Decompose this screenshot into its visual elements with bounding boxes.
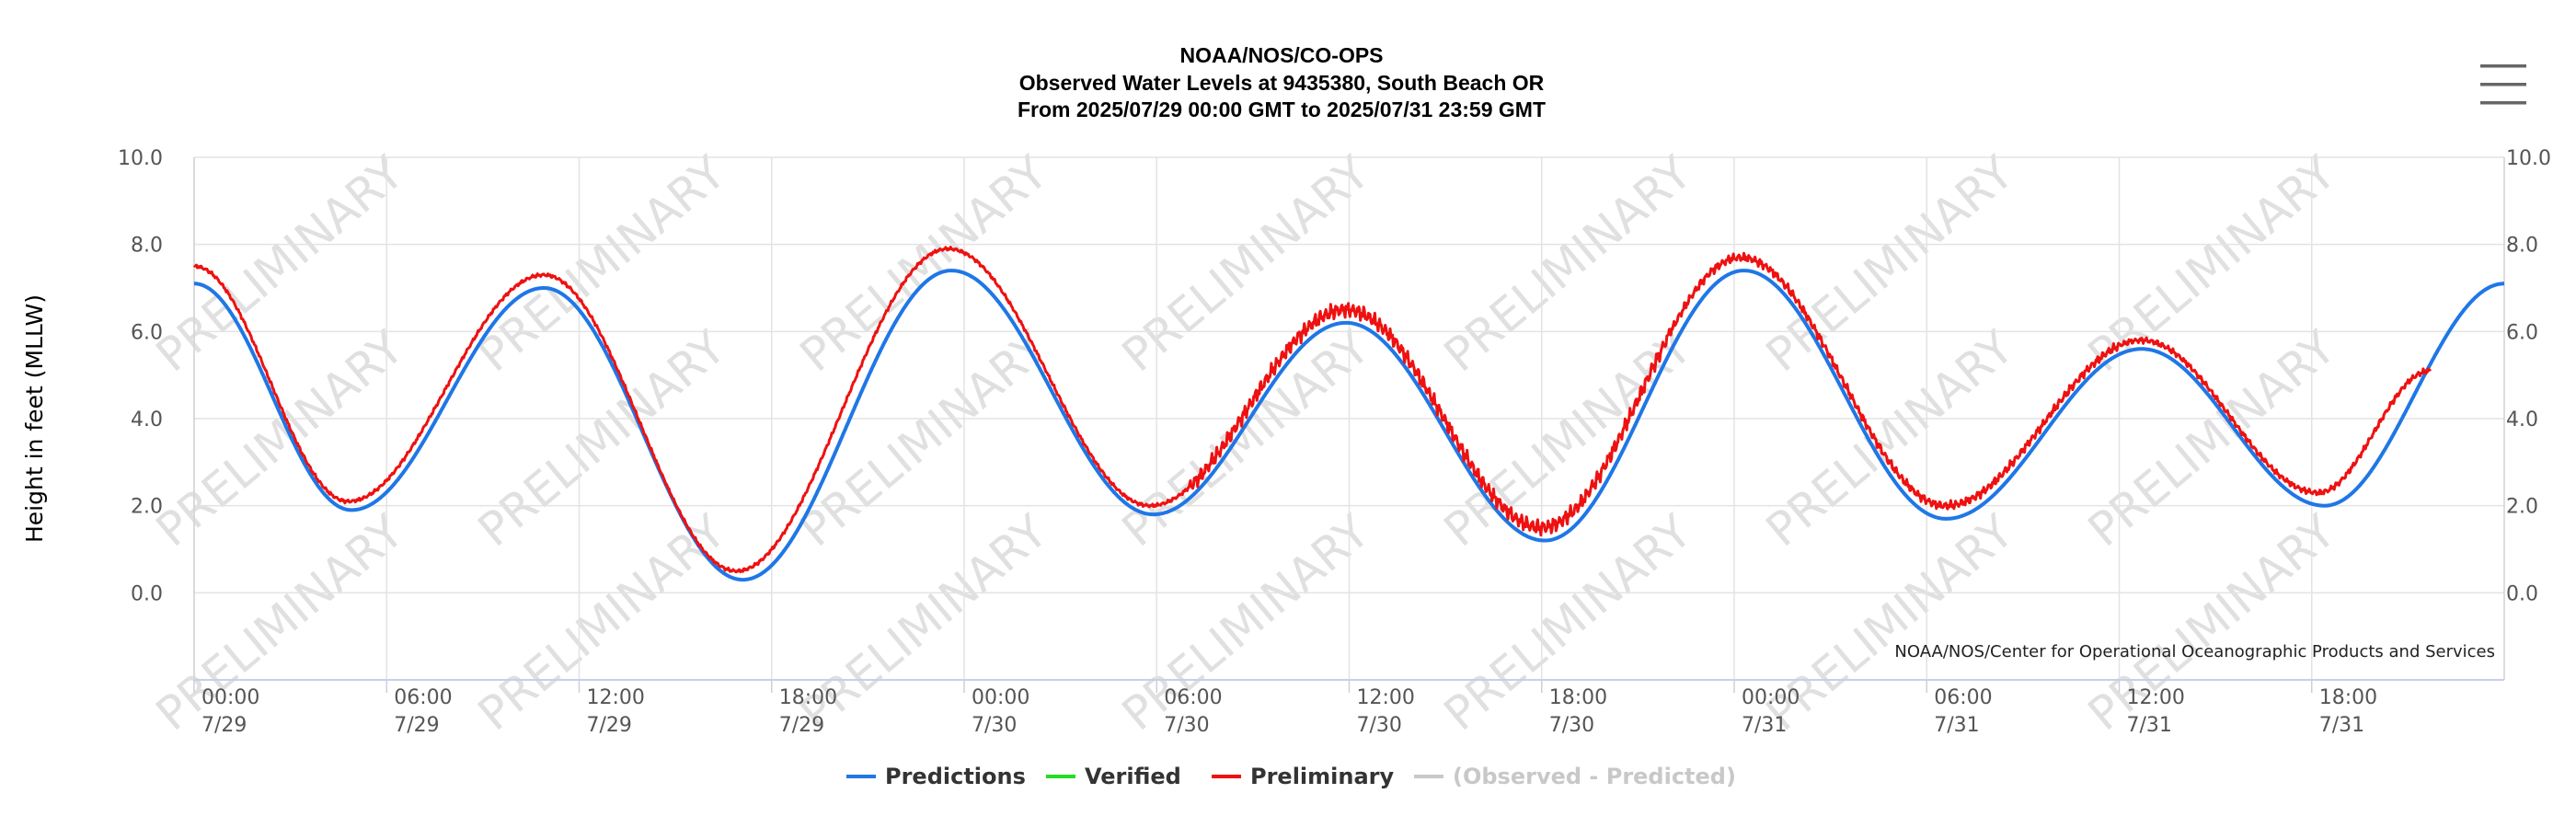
legend-label: Preliminary bbox=[1250, 764, 1395, 789]
x-tick-date-label: 7/29 bbox=[779, 714, 824, 737]
x-tick-date-label: 7/30 bbox=[1164, 714, 1209, 737]
chart-axes: 10.0 10.0 8.0 8.0 6.0 6.0 4.0 4.0 2.0 2.0 0.0 0.0 00… bbox=[118, 147, 2551, 737]
chart-legend: Predictions Verified Preliminary (Observed … bbox=[846, 764, 1736, 789]
y-tick-label-right: 4.0 bbox=[2506, 408, 2538, 431]
series-layer bbox=[192, 246, 2506, 582]
legend-item-preliminary[interactable]: Preliminary bbox=[1212, 764, 1395, 789]
y-tick-label-left: 0.0 bbox=[131, 582, 163, 605]
y-tick-label-right: 0.0 bbox=[2506, 582, 2538, 605]
legend-item-observed-predicted[interactable]: (Observed - Predicted) bbox=[1414, 764, 1736, 789]
y-tick-label-left: 4.0 bbox=[131, 408, 163, 431]
x-tick-time-label: 06:00 bbox=[1934, 686, 1992, 709]
legend-label: (Observed - Predicted) bbox=[1453, 764, 1736, 789]
x-tick-date-label: 7/29 bbox=[394, 714, 439, 737]
chart-title: NOAA/NOS/CO-OPS bbox=[1179, 43, 1383, 67]
y-tick-label-right: 2.0 bbox=[2506, 496, 2538, 519]
x-tick-time-label: 00:00 bbox=[1742, 686, 1800, 709]
x-tick-date-label: 7/31 bbox=[2127, 714, 2172, 737]
credit-text: NOAA/NOS/Center for Operational Oceanogr… bbox=[1894, 642, 2495, 661]
x-tick-time-label: 18:00 bbox=[1549, 686, 1607, 709]
chart-grid bbox=[193, 156, 2505, 680]
x-tick-date-label: 7/31 bbox=[1934, 714, 1979, 737]
x-tick-date-label: 7/30 bbox=[1357, 714, 1402, 737]
x-tick-time-label: 18:00 bbox=[779, 686, 837, 709]
x-tick-time-label: 18:00 bbox=[2319, 686, 2377, 709]
x-tick-date-label: 7/30 bbox=[1549, 714, 1594, 737]
x-tick-time-label: 12:00 bbox=[2127, 686, 2185, 709]
x-tick-date-label: 7/29 bbox=[587, 714, 632, 737]
legend-label: Verified bbox=[1085, 764, 1181, 789]
x-tick-time-label: 00:00 bbox=[201, 686, 259, 709]
x-tick-time-label: 06:00 bbox=[1164, 686, 1222, 709]
legend-item-predictions[interactable]: Predictions bbox=[846, 764, 1026, 789]
y-tick-label-left: 8.0 bbox=[131, 235, 163, 258]
x-tick-date-label: 7/29 bbox=[201, 714, 247, 737]
x-tick-date-label: 7/31 bbox=[2319, 714, 2364, 737]
y-axis-title: Height in feet (MLLW) bbox=[21, 294, 48, 543]
y-tick-label-right: 6.0 bbox=[2506, 321, 2538, 344]
hamburger-menu-icon[interactable] bbox=[2470, 55, 2535, 114]
y-tick-label-left: 6.0 bbox=[131, 321, 163, 344]
y-tick-label-right: 10.0 bbox=[2506, 147, 2551, 170]
series-line-preliminary bbox=[192, 246, 2432, 574]
x-tick-time-label: 06:00 bbox=[394, 686, 452, 709]
x-tick-time-label: 12:00 bbox=[587, 686, 645, 709]
legend-item-verified[interactable]: Verified bbox=[1046, 764, 1181, 789]
chart-date-range: From 2025/07/29 00:00 GMT to 2025/07/31 … bbox=[1018, 98, 1546, 121]
x-tick-time-label: 12:00 bbox=[1357, 686, 1415, 709]
y-tick-label-left: 2.0 bbox=[131, 496, 163, 519]
y-tick-label-left: 10.0 bbox=[118, 147, 163, 170]
x-tick-time-label: 00:00 bbox=[972, 686, 1029, 709]
x-tick-date-label: 7/31 bbox=[1742, 714, 1787, 737]
legend-label: Predictions bbox=[885, 764, 1026, 789]
series-line-predictions bbox=[192, 269, 2506, 582]
y-tick-label-right: 8.0 bbox=[2506, 235, 2538, 258]
x-tick-date-label: 7/30 bbox=[972, 714, 1017, 737]
chart-subtitle: Observed Water Levels at 9435380, South … bbox=[1019, 71, 1545, 95]
